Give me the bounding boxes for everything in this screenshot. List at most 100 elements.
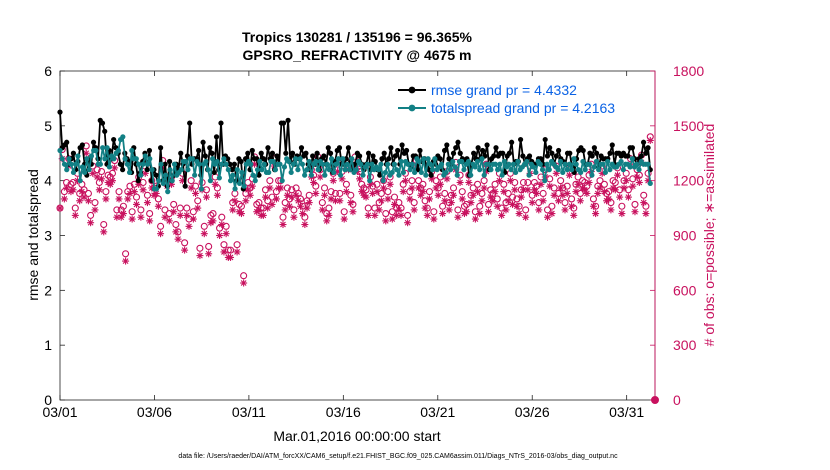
- obs-assimilated-point: [154, 202, 162, 210]
- totalspread-point: [185, 167, 191, 173]
- obs-possible-point: [113, 206, 121, 214]
- rmse-point: [146, 147, 153, 154]
- rmse-point: [200, 139, 206, 145]
- rmse-point: [392, 153, 398, 159]
- rmse-point: [187, 120, 193, 126]
- totalspread-point: [582, 167, 588, 173]
- obs-possible-point: [100, 220, 108, 229]
- y-right-tick-label: 900: [673, 228, 697, 244]
- obs-assimilated-point: [515, 210, 523, 218]
- y-right-tick-label: 600: [673, 282, 697, 298]
- obs-possible-point: [342, 180, 350, 188]
- totalspread-point: [481, 172, 487, 178]
- totalspread-point: [589, 172, 595, 178]
- rmse-point: [625, 153, 631, 159]
- obs-possible-point: [561, 199, 569, 207]
- obs-assimilated-point: [157, 230, 165, 238]
- obs-assimilated-point: [465, 178, 473, 186]
- obs-assimilated-point: [209, 217, 217, 225]
- totalspread-point: [367, 178, 373, 184]
- obs-assimilated-point: [491, 188, 499, 196]
- totalspread-point: [443, 169, 449, 176]
- obs-assimilated-point: [528, 199, 536, 207]
- totalspread-point: [61, 161, 68, 167]
- rmse-point: [249, 147, 255, 154]
- obs-assimilated-point: [522, 213, 530, 221]
- obs-possible-point: [369, 182, 377, 190]
- obs-assimilated-point: [194, 204, 202, 212]
- rmse-point: [202, 153, 208, 159]
- totalspread-point: [261, 161, 267, 167]
- totalspread-point: [153, 186, 160, 192]
- totalspread-point: [607, 167, 613, 173]
- totalspread-point: [391, 161, 398, 167]
- totalspread-point: [447, 167, 454, 173]
- obs-possible-point: [410, 199, 418, 207]
- obs-assimilated-point: [456, 178, 464, 186]
- obs-assimilated-point: [128, 215, 136, 223]
- obs-possible-point: [430, 208, 438, 216]
- obs-possible-point: [71, 204, 79, 212]
- obs-assimilated-point: [102, 195, 110, 203]
- rmse-point: [117, 161, 123, 167]
- y-left-tick-label: 1: [44, 337, 52, 353]
- obs-assimilated-point: [222, 230, 230, 238]
- obs-assimilated-point: [401, 177, 409, 185]
- obs-assimilated-point: [557, 184, 565, 192]
- rmse-point: [144, 167, 150, 173]
- totalspread-point: [158, 161, 164, 167]
- obs-possible-point: [194, 197, 202, 205]
- totalspread-point: [304, 167, 310, 173]
- rmse-point: [314, 150, 320, 156]
- obs-possible-point: [91, 199, 99, 207]
- obs-possible-point: [126, 182, 134, 190]
- totalspread-point: [423, 172, 429, 178]
- totalspread-point: [578, 169, 584, 176]
- totalspread-point: [281, 164, 288, 170]
- totalspread-point: [239, 169, 245, 176]
- totalspread-point: [461, 167, 467, 173]
- obs-assimilated-point: [119, 210, 127, 218]
- obs-assimilated-point: [329, 177, 337, 185]
- obs-assimilated-point: [592, 210, 600, 218]
- obs-assimilated-point: [570, 211, 578, 219]
- obs-assimilated-point: [279, 221, 287, 229]
- obs-assimilated-point: [294, 197, 302, 205]
- obs-assimilated-point: [380, 184, 388, 192]
- totalspread-point: [70, 169, 77, 176]
- obs-assimilated-point: [91, 206, 99, 214]
- obs-possible-point: [522, 206, 530, 214]
- totalspread-point: [506, 161, 512, 167]
- obs-assimilated-point: [441, 197, 449, 205]
- obs-assimilated-point: [318, 206, 326, 214]
- totalspread-point: [396, 172, 402, 178]
- totalspread-point: [542, 178, 548, 184]
- obs-assimilated-point: [498, 211, 506, 219]
- rmse-point: [520, 153, 526, 159]
- obs-assimilated-point: [189, 215, 197, 223]
- obs-assimilated-point: [266, 184, 274, 192]
- totalspread-point: [394, 167, 400, 173]
- totalspread-point: [302, 172, 308, 178]
- obs-possible-point: [128, 208, 136, 216]
- rmse-point: [211, 169, 217, 176]
- totalspread-point: [459, 158, 465, 165]
- totalspread-point: [205, 167, 211, 173]
- legend-rmse-label: rmse grand pr = 4.4332: [431, 82, 577, 98]
- rmse-point: [229, 167, 235, 173]
- totalspread-point: [499, 172, 505, 178]
- totalspread-point: [636, 167, 642, 173]
- totalspread-point: [252, 178, 258, 184]
- obs-possible-point: [93, 166, 101, 174]
- x-tick-label: 03/31: [609, 404, 644, 420]
- totalspread-point: [591, 164, 597, 170]
- y-axis-left-title: rmse and totalspread: [25, 169, 41, 301]
- totalspread-point: [286, 158, 292, 165]
- x-tick-label: 03/11: [232, 404, 266, 420]
- obs-possible-point: [229, 199, 237, 207]
- obs-possible-point: [373, 180, 381, 188]
- obs-assimilated-point: [434, 191, 442, 199]
- x-tick-label: 03/16: [326, 404, 361, 420]
- totalspread-point: [537, 161, 543, 167]
- obs-assimilated-point: [98, 175, 106, 183]
